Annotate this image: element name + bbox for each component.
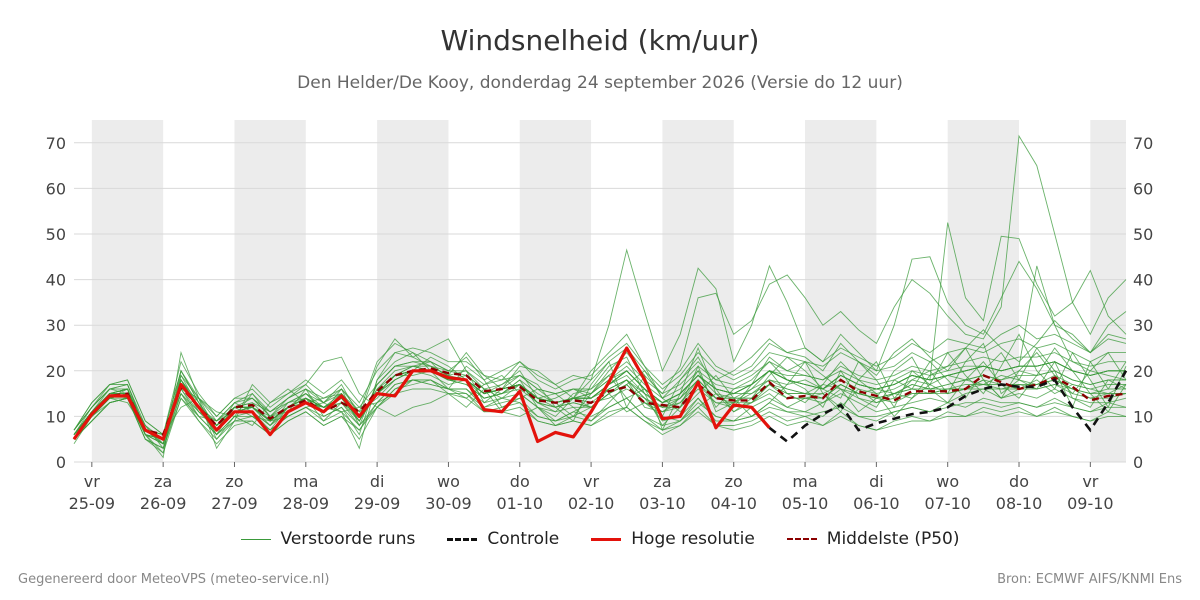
y-tick-label-right: 30 <box>1133 316 1153 335</box>
hires-line <box>72 346 771 444</box>
x-tick-date: 30-09 <box>425 494 472 513</box>
y-tick-label-left: 70 <box>46 134 66 153</box>
x-tick-date: 26-09 <box>140 494 187 513</box>
x-tick-date: 08-10 <box>996 494 1043 513</box>
ensemble-member-line <box>73 379 1127 445</box>
ensemble-member-line <box>73 370 1126 449</box>
legend-swatch-hoge-resolutie <box>591 537 622 541</box>
x-tick-day: vr <box>84 472 100 491</box>
x-tick-date: 09-10 <box>1067 494 1114 513</box>
control-line <box>768 370 1128 444</box>
legend-item-hoge-resolutie[interactable]: Hoge resolutie <box>591 529 755 549</box>
y-tick-label-left: 40 <box>46 271 66 290</box>
x-tick-date: 27-09 <box>211 494 258 513</box>
ensemble-member-line <box>73 379 1127 454</box>
legend-label-controle: Controle <box>487 529 560 549</box>
day-band <box>1090 120 1126 462</box>
x-tick-date: 07-10 <box>924 494 971 513</box>
x-tick-day: zo <box>225 472 243 491</box>
y-tick-label-left: 0 <box>56 453 66 472</box>
axis-labels: 0 0 10 10 20 20 30 30 40 40 50 50 60 60 70 70 vr 25-09 za 2… <box>46 134 1154 513</box>
y-tick-label-right: 40 <box>1133 271 1153 290</box>
x-tick-day: ma <box>792 472 817 491</box>
ensemble-member-line <box>73 352 1126 436</box>
legend-label-verstoorde-runs: Verstoorde runs <box>280 529 416 549</box>
x-tick-date: 04-10 <box>710 494 757 513</box>
chart-title: Windsnelheid (km/uur) <box>440 24 760 57</box>
x-tick-date: 05-10 <box>782 494 829 513</box>
ensemble-member-line <box>73 361 1126 440</box>
y-tick-label-left: 10 <box>46 407 66 426</box>
y-tick-label-right: 50 <box>1133 225 1153 244</box>
y-tick-label-left: 50 <box>46 225 66 244</box>
ensemble-member-line <box>73 333 1127 450</box>
x-tick-day: di <box>370 472 385 491</box>
x-tick-day: za <box>653 472 671 491</box>
legend-label-hoge-resolutie: Hoge resolutie <box>631 529 755 549</box>
y-tick-label-right: 70 <box>1133 134 1153 153</box>
x-tick-day: wo <box>936 472 959 491</box>
day-band <box>377 120 449 462</box>
legend-item-verstoorde-runs[interactable]: Verstoorde runs <box>240 529 416 549</box>
legend-item-controle[interactable]: Controle <box>447 529 559 549</box>
y-tick-label-right: 20 <box>1133 362 1153 381</box>
legend-item-middelste[interactable]: Middelste (P50) <box>786 529 960 549</box>
x-tick-date: 01-10 <box>497 494 544 513</box>
legend-label-middelste: Middelste (P50) <box>826 529 960 549</box>
x-tick-date: 29-09 <box>354 494 401 513</box>
day-band <box>91 120 164 462</box>
x-tick-date: 25-09 <box>69 494 116 513</box>
day-band <box>519 120 592 462</box>
y-tick-label-right: 0 <box>1133 453 1143 472</box>
legend-swatch-verstoorde-runs <box>240 538 271 540</box>
ensemble-member-line <box>73 319 1127 440</box>
chart-legend: Verstoorde runs Controle Hoge resolutie … <box>0 529 1200 549</box>
legend-swatch-controle <box>447 537 478 541</box>
x-tick-day: vr <box>583 472 599 491</box>
y-tick-label-left: 60 <box>46 179 66 198</box>
day-band <box>947 120 1020 462</box>
legend-swatch-middelste <box>786 538 817 540</box>
footer-source: Bron: ECMWF AIFS/KNMI Ens <box>997 572 1182 587</box>
x-tick-day: zo <box>725 472 743 491</box>
x-tick-day: do <box>510 472 530 491</box>
ensemble-member-line <box>73 361 1126 445</box>
x-tick-day: do <box>1009 472 1029 491</box>
y-tick-label-left: 20 <box>46 362 66 381</box>
x-tick-day: za <box>154 472 172 491</box>
ensemble-member-line <box>73 388 1126 449</box>
day-band <box>805 120 877 462</box>
x-tick-date: 03-10 <box>639 494 686 513</box>
x-tick-day: vr <box>1082 472 1098 491</box>
x-tick-date: 06-10 <box>853 494 900 513</box>
y-tick-label-left: 30 <box>46 316 66 335</box>
x-tick-date: 28-09 <box>283 494 330 513</box>
y-tick-label-right: 60 <box>1133 179 1153 198</box>
y-tick-label-right: 10 <box>1133 407 1153 426</box>
x-tick-date: 02-10 <box>568 494 615 513</box>
day-band <box>662 120 734 462</box>
ensemble-member-line <box>73 338 1126 445</box>
x-tick-day: ma <box>293 472 318 491</box>
main-series <box>72 346 1128 444</box>
chart-subtitle: Den Helder/De Kooy, donderdag 24 septemb… <box>297 73 903 93</box>
x-tick-day: wo <box>437 472 460 491</box>
x-tick-day: di <box>869 472 884 491</box>
footer-generated-by: Gegenereerd door MeteoVPS (meteo-service… <box>18 572 330 587</box>
